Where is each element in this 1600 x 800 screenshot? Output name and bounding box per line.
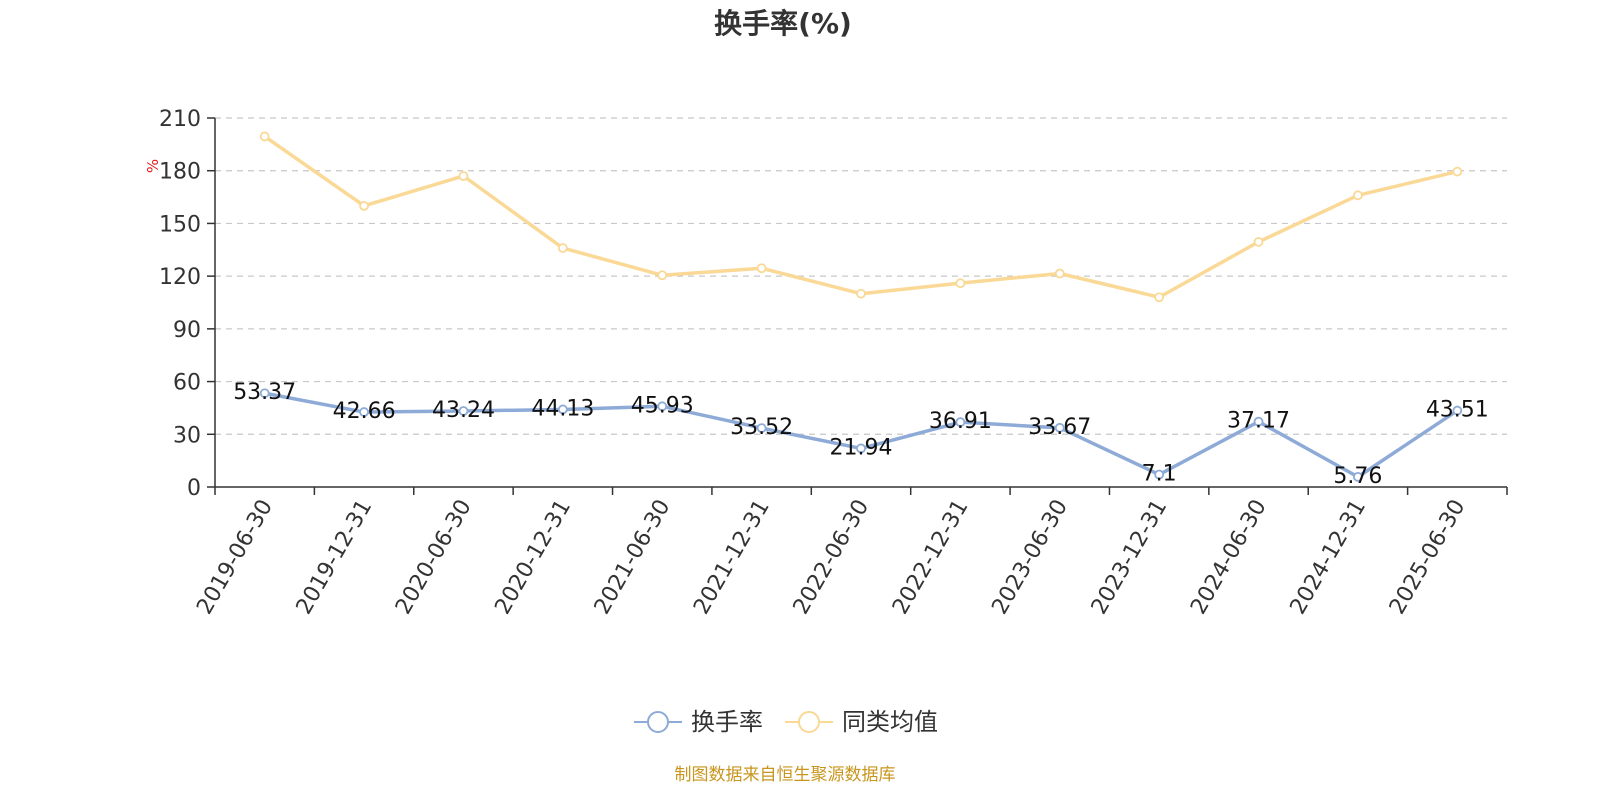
y-tick-label: 30 xyxy=(173,423,201,448)
data-point xyxy=(1253,416,1264,427)
data-source-note: 制图数据来自恒生聚源数据库 xyxy=(675,765,896,785)
data-point xyxy=(756,263,767,274)
series-turnover xyxy=(259,388,1463,482)
series-layer xyxy=(259,131,1463,482)
data-label: 21.94 xyxy=(830,435,893,460)
data-point xyxy=(1154,292,1165,303)
y-tick-label: 120 xyxy=(159,265,201,290)
x-tick-label: 2019-12-31 xyxy=(292,496,378,619)
data-label: 5.76 xyxy=(1333,464,1382,489)
y-axis: 0 30 60 90 120 150 180 210 xyxy=(159,107,216,501)
data-point xyxy=(1353,190,1363,201)
x-tick-label: 2024-12-31 xyxy=(1286,496,1372,619)
data-point xyxy=(259,388,270,399)
y-tick-label: 0 xyxy=(187,476,201,501)
x-tick-label: 2021-12-31 xyxy=(689,496,775,619)
legend-label-turnover: 换手率 xyxy=(691,708,763,736)
legend-marker-turnover xyxy=(647,711,669,733)
x-tick-label: 2020-06-30 xyxy=(391,496,477,619)
data-point xyxy=(1452,166,1463,177)
data-point xyxy=(856,288,866,299)
legend-item-turnover[interactable]: 换手率 xyxy=(634,708,763,736)
data-point xyxy=(259,131,270,142)
data-point xyxy=(1353,471,1363,482)
chart-title: 换手率(%) xyxy=(714,7,852,40)
y-axis-unit: % xyxy=(144,159,162,173)
grid-lines xyxy=(215,117,1507,435)
data-point xyxy=(955,278,966,289)
y-tick-label: 90 xyxy=(173,318,201,343)
y-tick-label: 150 xyxy=(159,212,201,237)
data-label: 33.67 xyxy=(1028,415,1091,440)
data-point xyxy=(1154,469,1165,480)
x-tick-label: 2025-06-30 xyxy=(1385,496,1471,619)
legend: 换手率 同类均值 xyxy=(634,708,938,736)
data-point xyxy=(657,270,668,281)
data-label: 45.93 xyxy=(631,393,694,418)
data-point xyxy=(359,407,369,417)
data-point xyxy=(557,404,568,415)
data-label: 33.52 xyxy=(730,415,793,440)
data-point xyxy=(856,443,866,454)
x-tick-label: 2023-06-30 xyxy=(987,496,1073,619)
data-label: 43.51 xyxy=(1426,398,1489,423)
legend-item-peer-average[interactable]: 同类均值 xyxy=(785,708,938,736)
x-tick-label: 2023-12-31 xyxy=(1087,496,1173,619)
x-tick-label: 2021-06-30 xyxy=(590,496,676,619)
x-tick-label: 2024-06-30 xyxy=(1186,496,1272,619)
data-label: 42.66 xyxy=(333,399,396,424)
y-tick-label: 180 xyxy=(159,160,201,185)
data-label: 53.37 xyxy=(233,380,296,405)
data-point xyxy=(1452,405,1463,416)
y-tick-label: 60 xyxy=(173,371,201,396)
legend-marker-peer-average xyxy=(798,711,820,733)
data-point xyxy=(657,401,668,412)
data-labels: 53.37 42.66 43.24 44.13 45.93 33.52 21.94 36.91… xyxy=(233,380,1489,489)
x-tick-label: 2020-12-31 xyxy=(490,496,576,619)
data-label: 7.1 xyxy=(1142,462,1177,487)
legend-label-peer-average: 同类均值 xyxy=(842,708,938,736)
data-point xyxy=(359,200,369,211)
series-line xyxy=(263,135,1458,299)
data-point xyxy=(1054,268,1065,279)
data-label: 36.91 xyxy=(929,409,992,434)
series-peer-average xyxy=(259,131,1463,303)
data-point xyxy=(1054,422,1065,433)
data-label: 37.17 xyxy=(1227,409,1290,434)
data-point xyxy=(458,406,469,416)
x-tick-label: 2022-12-31 xyxy=(888,496,974,619)
data-label: 44.13 xyxy=(531,396,594,421)
x-tick-label: 2022-06-30 xyxy=(789,496,875,619)
x-axis: 2019-06-30 2019-12-31 2020-06-30 2020-12-31… xyxy=(192,486,1508,619)
data-point xyxy=(955,417,966,428)
x-tick-label: 2019-06-30 xyxy=(192,496,278,619)
y-tick-label: 210 xyxy=(159,107,201,132)
data-point xyxy=(557,243,568,253)
data-point xyxy=(756,423,767,434)
data-label: 43.24 xyxy=(432,398,495,423)
data-point xyxy=(458,171,469,181)
data-point xyxy=(1253,236,1264,247)
